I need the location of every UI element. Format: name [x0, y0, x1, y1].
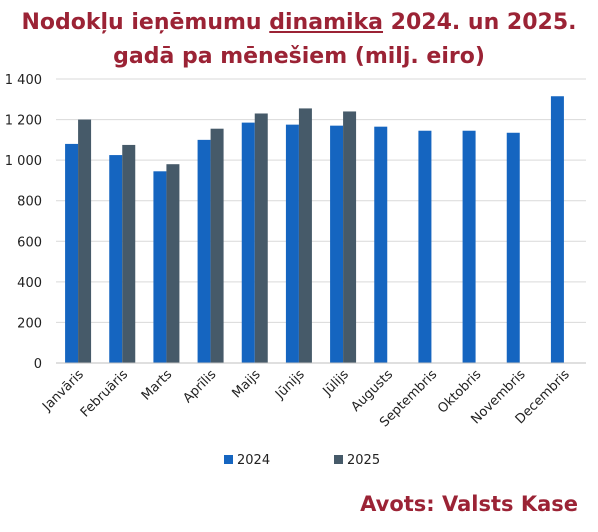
title-part-pre: Nodokļu ieņēmumu — [21, 10, 270, 35]
title-part-underlined: dinamika — [269, 10, 384, 35]
chart-title-line-2: gadā pa mēnešiem (milj. eiro) — [113, 44, 485, 69]
y-tick-label: 400 — [17, 276, 42, 291]
y-tick-label: 1 200 — [5, 114, 42, 129]
bar-2025 — [166, 164, 180, 363]
title-part-post: 2024. un 2025. — [383, 10, 577, 35]
bar-2025 — [122, 144, 136, 363]
bar-2025 — [298, 108, 312, 364]
bar-2024 — [65, 143, 79, 363]
y-tick-label: 0 — [34, 357, 42, 372]
bar-2024 — [550, 96, 564, 363]
x-tick-label: Jūlijs — [320, 367, 352, 399]
x-tick-label: Aprīlis — [180, 367, 219, 406]
bar-2024 — [197, 139, 211, 363]
bar-2024 — [462, 130, 476, 363]
y-tick-label: 1 000 — [5, 154, 42, 169]
legend-swatch-2025 — [334, 455, 343, 464]
legend-label-2025: 2025 — [347, 453, 380, 468]
chart-title: Nodokļu ieņēmumu dinamika 2024. un 2025.… — [0, 6, 598, 74]
bar-2025 — [210, 128, 224, 363]
y-tick-label: 1 400 — [5, 73, 42, 88]
bar-2024 — [109, 155, 123, 363]
source-credit: Avots: Valsts Kase — [360, 492, 578, 516]
bar-2024 — [241, 122, 255, 363]
legend-label-2024: 2024 — [237, 453, 270, 468]
x-tick-label: Maijs — [230, 367, 264, 401]
bar-2024 — [285, 124, 299, 364]
bar-2024 — [374, 126, 388, 364]
legend-swatch-2024 — [224, 455, 233, 464]
bar-2024 — [330, 125, 344, 364]
chart-title-line-1: Nodokļu ieņēmumu dinamika 2024. un 2025. — [0, 6, 598, 40]
bar-2025 — [254, 113, 268, 363]
x-tick-label: Jūnijs — [272, 367, 308, 403]
bar-2025 — [343, 111, 357, 363]
y-tick-label: 200 — [17, 316, 42, 331]
bar-2024 — [418, 130, 432, 363]
bar-2024 — [153, 171, 167, 363]
bar-2024 — [506, 132, 520, 363]
x-tick-label: Marts — [139, 367, 176, 404]
y-tick-label: 600 — [17, 235, 42, 250]
y-tick-label: 800 — [17, 195, 42, 210]
bar-2025 — [78, 119, 92, 363]
x-tick-label: Februāris — [78, 367, 131, 420]
